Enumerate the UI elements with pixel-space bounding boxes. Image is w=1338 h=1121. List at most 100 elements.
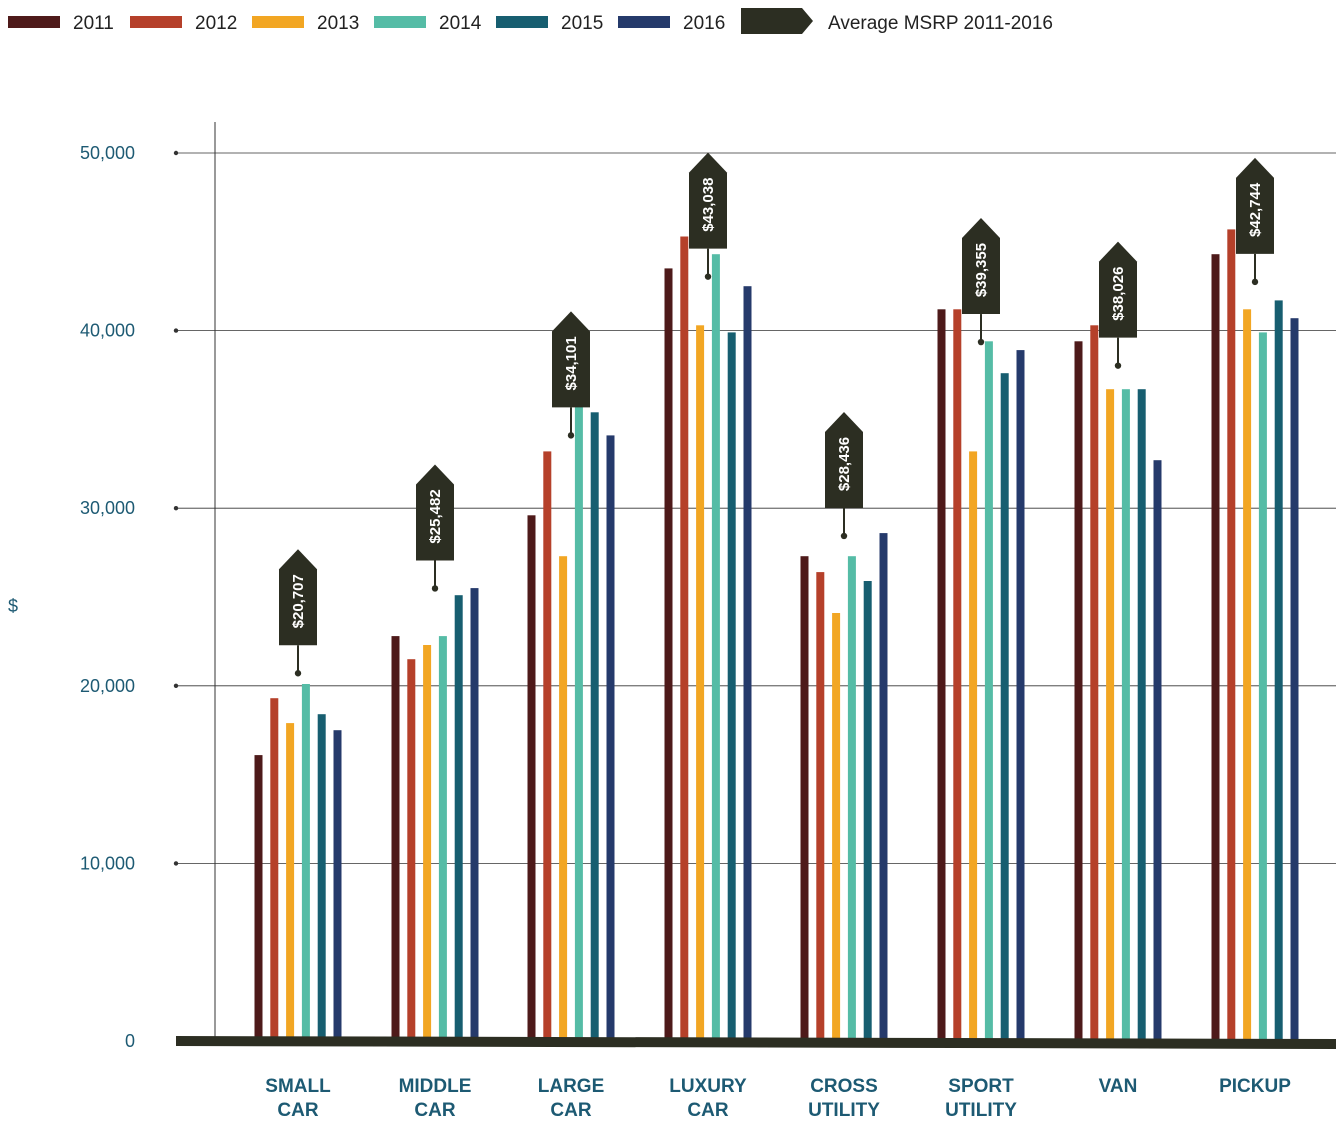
legend-item-2015: 2015 xyxy=(496,13,603,34)
category-label: LUXURY xyxy=(669,1076,747,1097)
legend-label: 2011 xyxy=(73,13,114,34)
category-label: LARGE xyxy=(538,1076,605,1097)
category-label: CAR xyxy=(687,1100,728,1121)
legend-label: 2014 xyxy=(439,13,482,34)
bar-2011-7 xyxy=(1211,254,1220,1041)
average-callout xyxy=(689,152,727,249)
bar-2011-4 xyxy=(800,556,809,1041)
bar-2012-5 xyxy=(953,309,962,1041)
legend-swatch xyxy=(130,16,182,28)
average-callout xyxy=(416,464,454,561)
bar-2014-0 xyxy=(301,684,310,1041)
bar-2011-0 xyxy=(254,755,263,1041)
bar-2013-7 xyxy=(1243,309,1252,1041)
average-callout xyxy=(552,311,590,408)
y-tick-label: 0 xyxy=(125,1031,135,1051)
bar-2016-4 xyxy=(879,533,888,1041)
bar-2015-3 xyxy=(727,332,736,1041)
bar-2014-5 xyxy=(984,341,993,1041)
category-label: UTILITY xyxy=(808,1100,880,1121)
bar-2011-6 xyxy=(1074,341,1083,1041)
bar-2014-3 xyxy=(711,254,720,1041)
average-marker-2: $34,101 xyxy=(552,311,590,439)
legend-item-2013: 2013 xyxy=(252,13,359,34)
y-axis-label: $ xyxy=(8,596,18,616)
y-tick-label: 40,000 xyxy=(80,321,135,341)
category-label: SPORT xyxy=(948,1076,1014,1097)
baseline-bar xyxy=(176,1036,1336,1049)
legend-label: 2013 xyxy=(317,13,359,34)
bar-2016-2 xyxy=(606,435,615,1041)
legend-item-2014: 2014 xyxy=(374,13,482,34)
grid-dot xyxy=(173,683,179,688)
average-callout xyxy=(1236,157,1274,254)
average-dot xyxy=(840,532,848,540)
bar-2015-0 xyxy=(317,714,326,1041)
bar-2011-5 xyxy=(937,309,946,1041)
category-label: CAR xyxy=(550,1100,591,1121)
category-label: CAR xyxy=(277,1100,318,1121)
average-label: $25,482 xyxy=(427,489,444,543)
y-tick-label: 20,000 xyxy=(80,676,135,696)
legend-item-average: Average MSRP 2011-2016 xyxy=(741,8,1053,34)
bar-2016-7 xyxy=(1290,318,1299,1041)
average-label: $42,744 xyxy=(1247,182,1264,237)
category-label: VAN xyxy=(1099,1076,1138,1097)
category-label: MIDDLE xyxy=(399,1076,472,1097)
bar-2015-6 xyxy=(1137,389,1146,1041)
grid-dot xyxy=(173,328,179,333)
bar-2012-3 xyxy=(680,236,689,1041)
y-tick-label: 30,000 xyxy=(80,498,135,518)
legend-label: 2012 xyxy=(195,13,237,34)
bar-2016-3 xyxy=(743,286,752,1041)
bar-2015-7 xyxy=(1274,300,1283,1041)
category-label: UTILITY xyxy=(945,1100,1017,1121)
bar-2012-4 xyxy=(816,572,825,1041)
legend-swatch xyxy=(252,16,304,28)
average-dot xyxy=(977,338,985,346)
bar-2015-4 xyxy=(863,581,872,1041)
bar-2014-7 xyxy=(1258,332,1267,1041)
x-axis-labels: SMALL CAR MIDDLE CAR LARGE CAR LUXURY CAR CROSS U… xyxy=(265,1076,1291,1121)
legend-label: Average MSRP 2011-2016 xyxy=(828,13,1053,34)
category-label: SMALL xyxy=(265,1076,331,1097)
bar-2016-6 xyxy=(1153,460,1162,1041)
legend-label: 2016 xyxy=(683,13,725,34)
bar-2015-2 xyxy=(590,412,599,1041)
bar-2016-1 xyxy=(470,588,479,1041)
average-callout xyxy=(1099,241,1137,338)
average-label: $28,436 xyxy=(836,437,853,491)
bar-2013-2 xyxy=(559,556,568,1041)
category-label: CAR xyxy=(414,1100,455,1121)
average-marker-5: $39,355 xyxy=(962,218,1000,346)
average-dot xyxy=(294,670,302,677)
bar-2013-5 xyxy=(969,451,978,1041)
average-label: $43,038 xyxy=(700,178,717,232)
average-dot xyxy=(1114,362,1122,369)
average-callout xyxy=(825,411,863,508)
legend-swatch xyxy=(374,16,426,28)
average-marker-6: $38,026 xyxy=(1099,241,1137,369)
grid-lines xyxy=(173,150,1336,866)
y-axis: 0 10,000 20,000 30,000 40,000 50,000 xyxy=(80,122,216,1051)
average-marker-4: $28,436 xyxy=(825,411,863,540)
average-label: $20,707 xyxy=(290,574,307,628)
category-label: PICKUP xyxy=(1219,1076,1291,1097)
average-label: $39,355 xyxy=(973,243,990,297)
bar-2011-1 xyxy=(391,636,400,1041)
average-marker-7: $42,744 xyxy=(1236,157,1274,286)
bar-2014-6 xyxy=(1121,389,1130,1041)
bar-2012-0 xyxy=(270,698,279,1041)
bar-2012-7 xyxy=(1227,229,1236,1041)
category-label: CROSS xyxy=(810,1076,878,1097)
bar-2016-5 xyxy=(1016,350,1025,1042)
grid-dot xyxy=(173,861,179,866)
bar-2013-4 xyxy=(832,613,841,1041)
legend-item-2016: 2016 xyxy=(618,13,725,34)
bar-2014-4 xyxy=(847,556,856,1041)
bar-2014-2 xyxy=(574,373,583,1041)
legend-swatch xyxy=(618,16,670,28)
average-label: $38,026 xyxy=(1110,267,1127,321)
legend-swatch xyxy=(496,16,548,28)
